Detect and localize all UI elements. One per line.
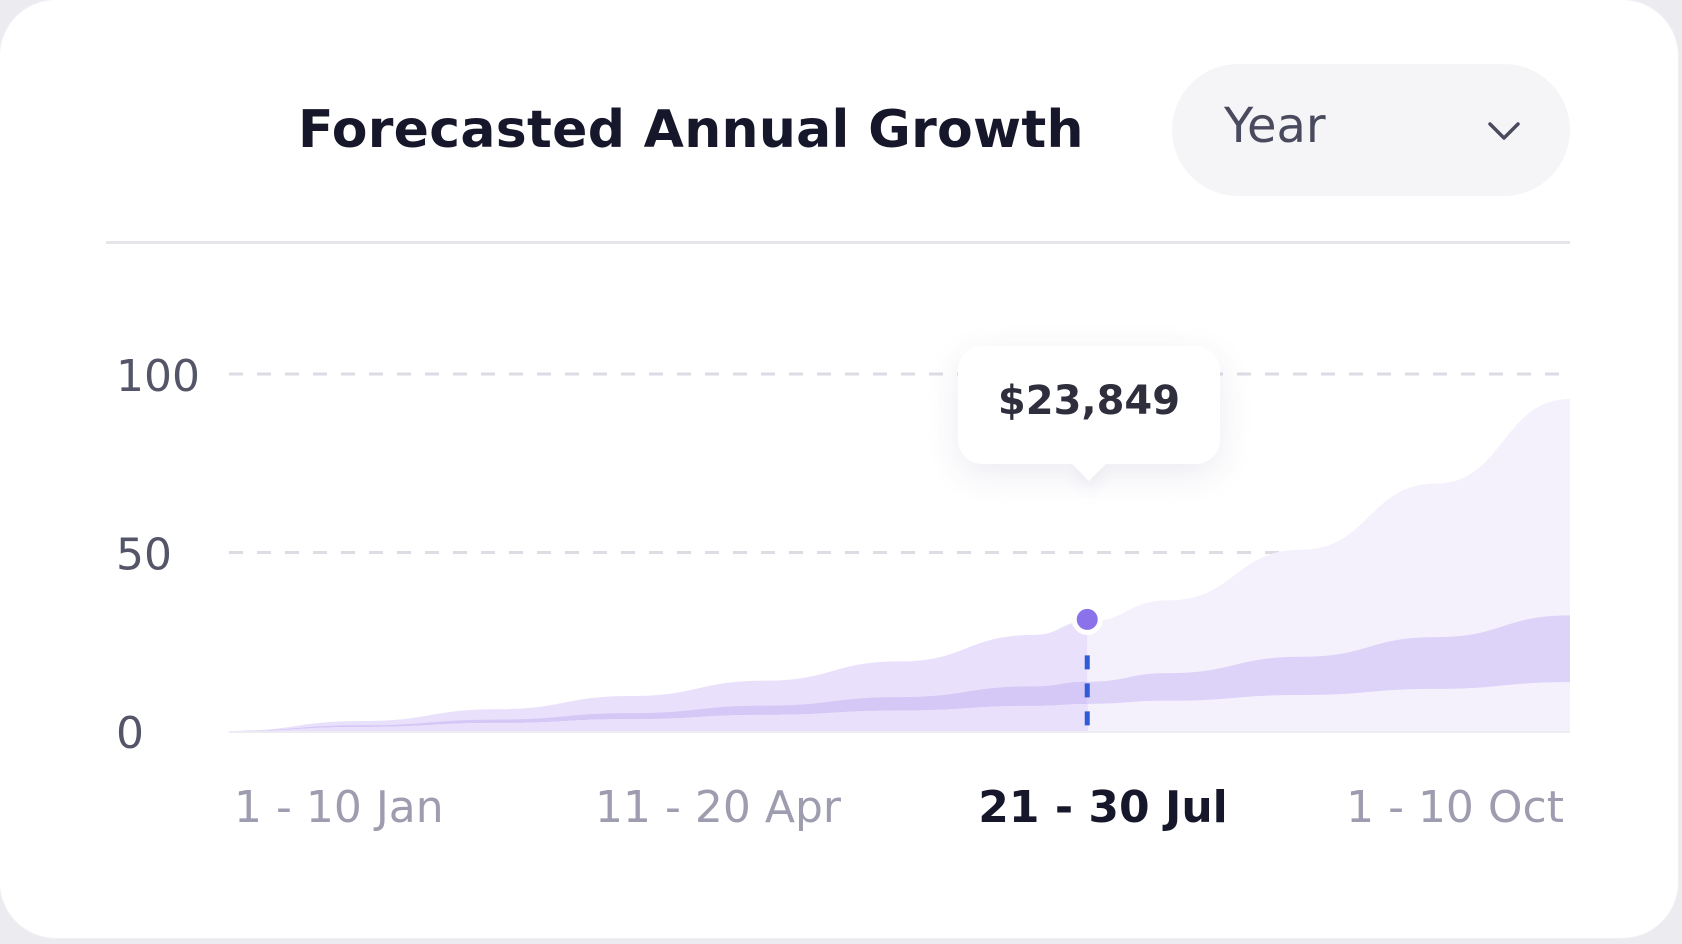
highlight-point[interactable] <box>1071 603 1103 635</box>
y-tick-label: 50 <box>116 530 172 581</box>
area-series-3-future <box>1087 682 1570 731</box>
x-tick-label: 1 - 10 Oct <box>1346 782 1564 833</box>
area-series-3-base <box>229 703 1088 731</box>
header-divider <box>106 241 1570 244</box>
chevron-down-icon <box>1488 122 1520 140</box>
y-tick-label: 0 <box>116 708 144 759</box>
period-select[interactable]: Year <box>1172 64 1570 196</box>
x-tick-label: 11 - 20 Apr <box>595 782 842 833</box>
area-series <box>229 398 1570 731</box>
x-axis-tick-labels: 1 - 10 Jan 11 - 20 Apr 21 - 30 Jul 1 - 10 O… <box>234 782 1564 833</box>
value-tooltip: $23,849 <box>958 346 1220 464</box>
x-tick-label: 21 - 30 Jul <box>978 782 1227 833</box>
y-tick-label: 100 <box>116 351 200 402</box>
chart-title: Forecasted Annual Growth <box>298 100 1084 160</box>
tooltip-value: $23,849 <box>997 378 1181 424</box>
period-select-value: Year <box>1224 98 1326 154</box>
x-tick-label: 1 - 10 Jan <box>234 782 444 833</box>
y-axis-tick-labels: 0 50 100 <box>116 351 200 759</box>
